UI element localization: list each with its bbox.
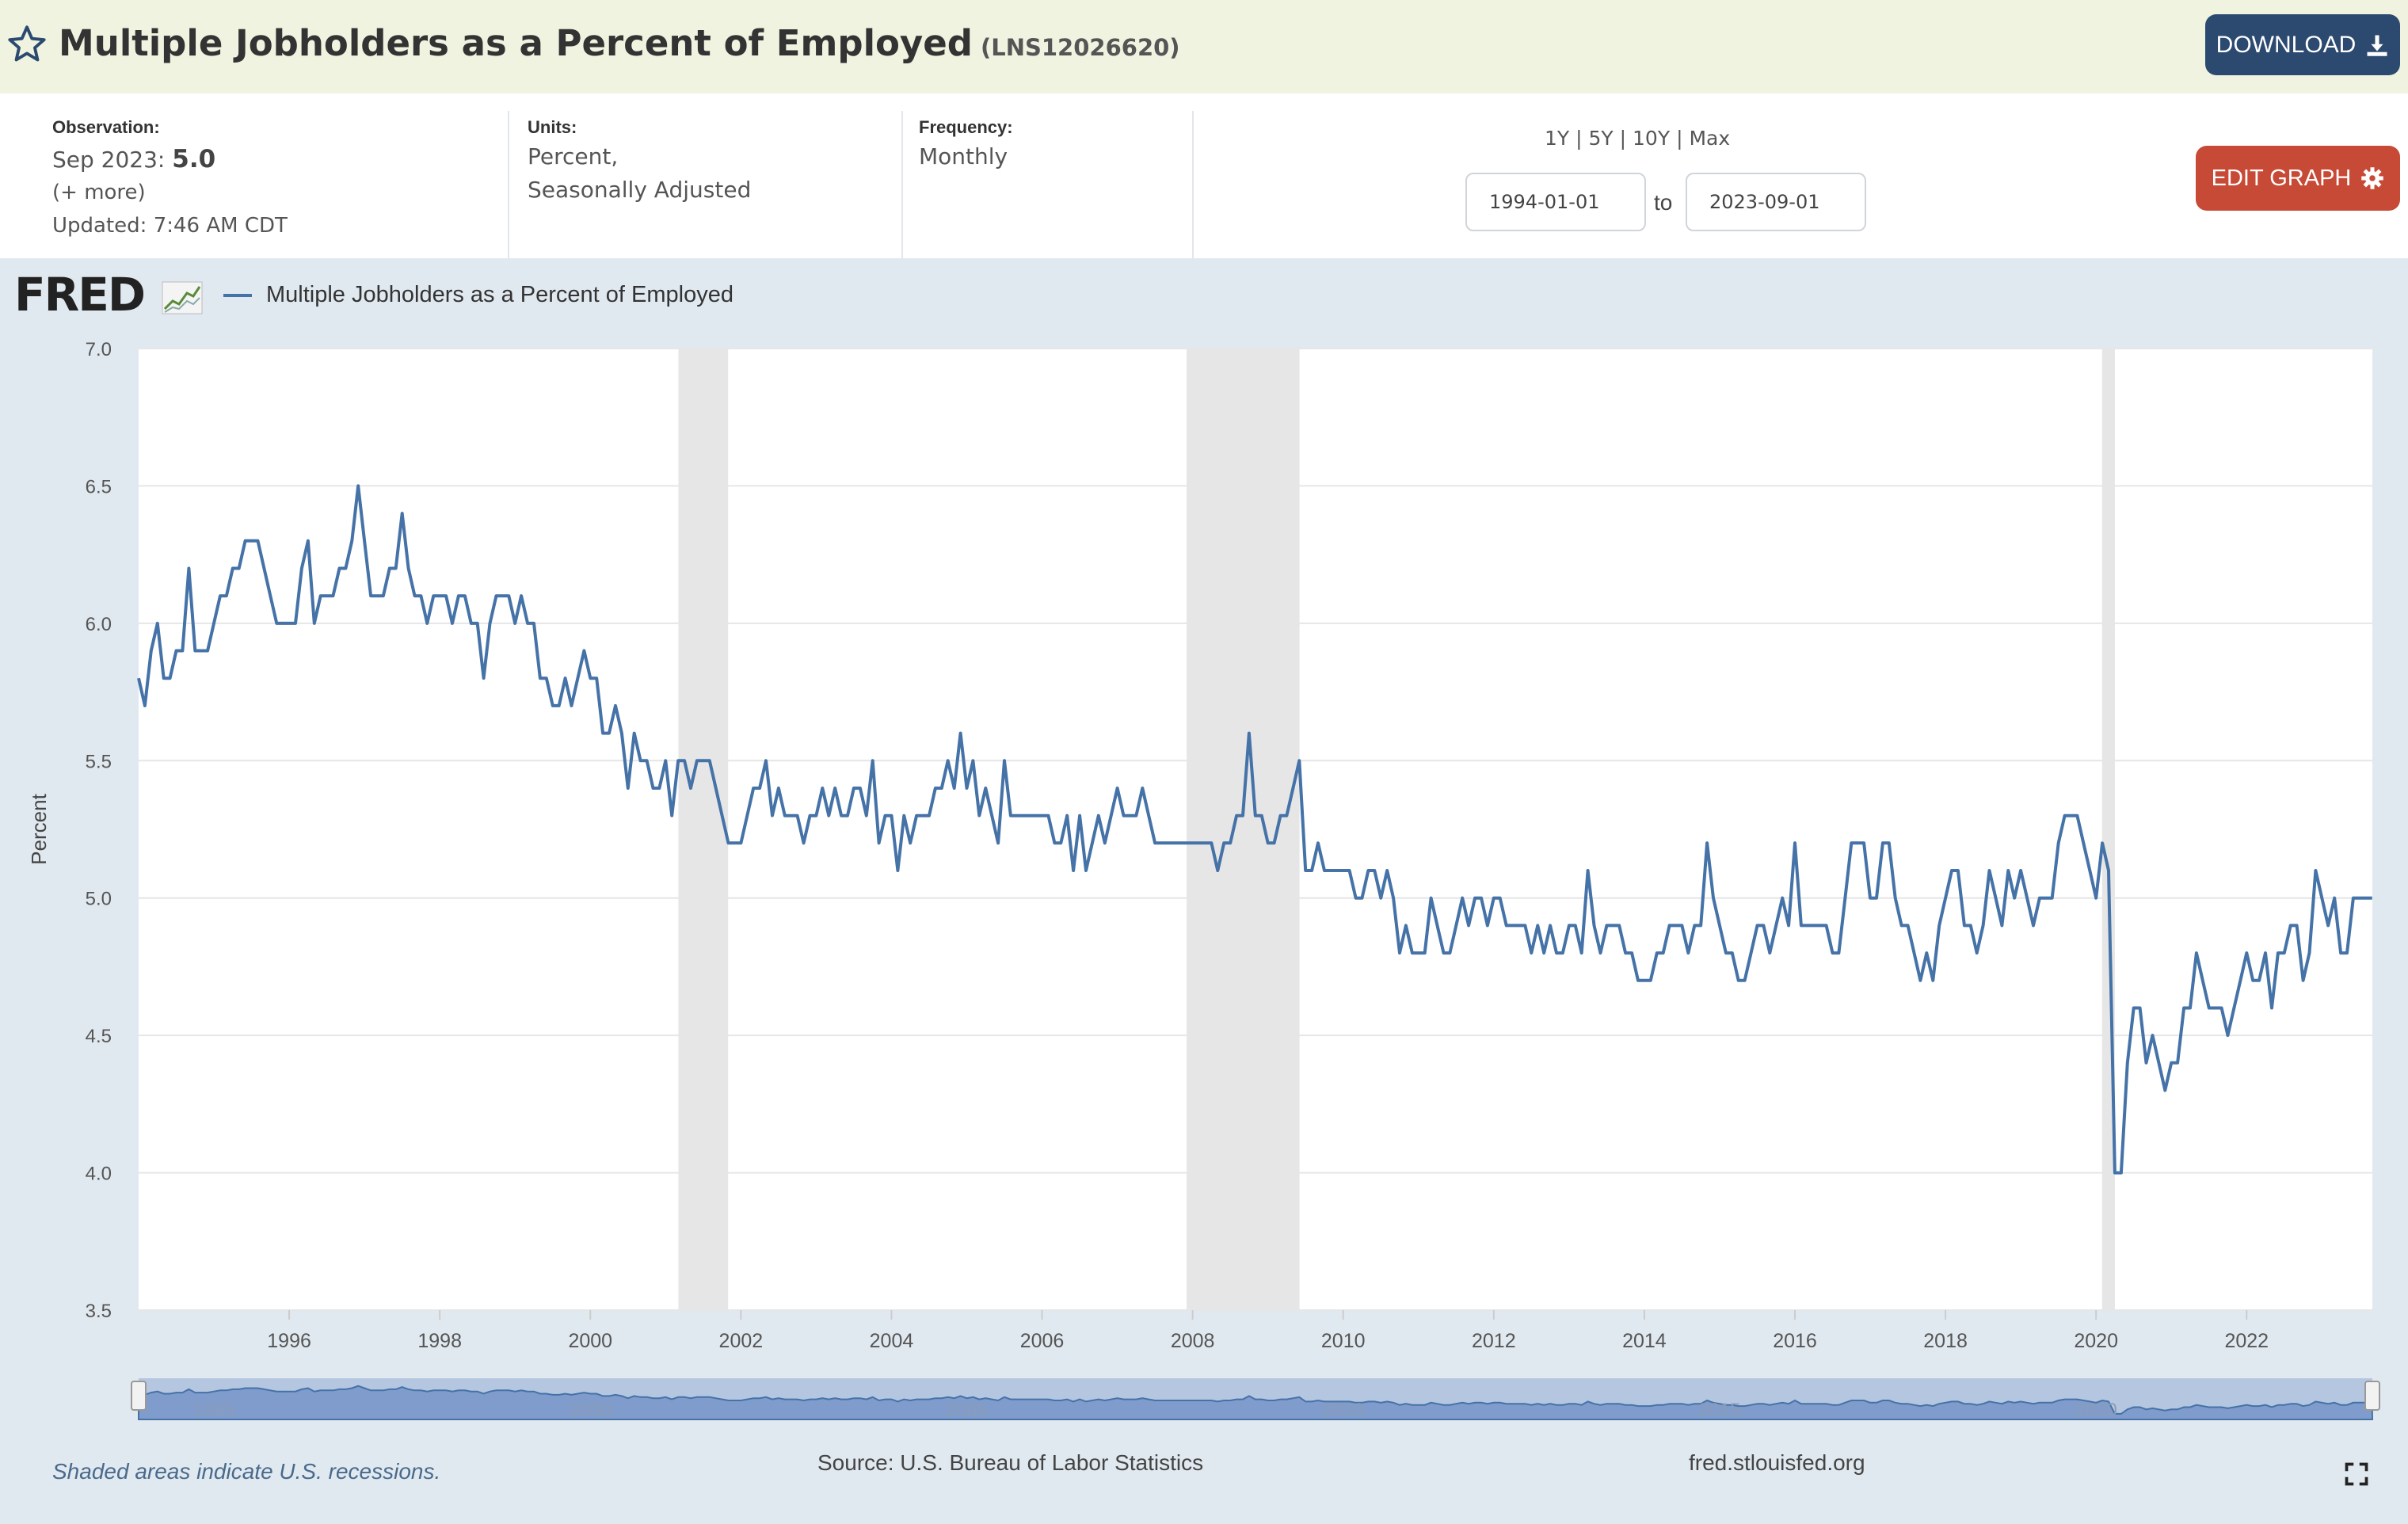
observation-value: 5.0: [172, 145, 216, 173]
navigator-year-label: 2020: [2075, 1400, 2117, 1421]
navigator-handle[interactable]: [131, 1381, 147, 1411]
frequency-value: Monthly: [919, 143, 1008, 170]
x-tick-label: 2000: [568, 1330, 612, 1352]
download-icon: [2367, 35, 2387, 56]
x-tick-label: 2014: [1622, 1330, 1667, 1352]
meta-divider: [901, 111, 903, 258]
chart-legend: Multiple Jobholders as a Percent of Empl…: [223, 282, 733, 308]
range-1y-link[interactable]: 1Y: [1545, 127, 1570, 150]
y-tick-label: 5.5: [86, 751, 112, 772]
x-tick-label: 2002: [719, 1330, 764, 1352]
navigator-year-label: 2005: [946, 1400, 988, 1421]
gear-icon: [2361, 167, 2384, 189]
units-value-line1: Percent,: [528, 143, 619, 170]
navigator-year-label: 1995: [192, 1400, 234, 1421]
chart-logo-icon: [162, 281, 203, 314]
range-5y-link[interactable]: 5Y: [1588, 127, 1614, 150]
x-tick-label: 2016: [1773, 1330, 1817, 1352]
series-id: (LNS12026620): [980, 34, 1180, 61]
x-tick-label: 2006: [1020, 1330, 1065, 1352]
x-tick-label: 2018: [1923, 1330, 1968, 1352]
range-max-link[interactable]: Max: [1689, 127, 1731, 150]
meta-divider: [508, 111, 509, 258]
observation-label: Observation:: [52, 117, 160, 137]
x-tick-label: 2008: [1171, 1330, 1215, 1352]
x-tick-label: 2012: [1472, 1330, 1516, 1352]
download-label: DOWNLOAD: [2216, 31, 2357, 58]
series-title: Multiple Jobholders as a Percent of Empl…: [59, 22, 973, 64]
x-tick-label: 1998: [417, 1330, 462, 1352]
units-label: Units:: [528, 117, 577, 137]
x-tick-label: 2022: [2224, 1330, 2269, 1352]
star-icon[interactable]: [6, 24, 48, 65]
fred-logo[interactable]: FRED: [14, 268, 203, 322]
edit-graph-label: EDIT GRAPH: [2211, 165, 2352, 191]
x-tick-label: 1996: [267, 1330, 311, 1352]
series-meta-panel: Observation: Sep 2023: 5.0 (+ more) Upda…: [0, 93, 2408, 258]
y-axis-label: Percent: [27, 793, 51, 864]
date-range-shortcuts: 1Y | 5Y | 10Y | Max: [1545, 127, 1731, 150]
fullscreen-icon[interactable]: [2345, 1462, 2368, 1486]
header-bar: Multiple Jobholders as a Percent of Empl…: [0, 0, 2408, 93]
recession-note: Shaded areas indicate U.S. recessions.: [52, 1459, 441, 1484]
updated-time: Updated: 7:46 AM CDT: [52, 214, 288, 238]
recession-band: [678, 349, 729, 1310]
y-tick-label: 6.5: [86, 476, 112, 497]
download-button[interactable]: DOWNLOAD: [2205, 14, 2400, 75]
frequency-label: Frequency:: [919, 117, 1013, 137]
to-label: to: [1654, 190, 1673, 215]
source-link[interactable]: Source: U.S. Bureau of Labor Statistics: [817, 1450, 1204, 1475]
observation-date: Sep 2023:: [52, 147, 166, 173]
x-tick-label: 2004: [870, 1330, 914, 1352]
line-chart: 3.5 4.0 4.5 5.0 5.5 6.0 6.5 7.0 1996 1998 2000 2002…: [27, 339, 2380, 1421]
more-link[interactable]: (+ more): [52, 181, 146, 204]
page-title: Multiple Jobholders as a Percent of Empl…: [59, 22, 1180, 64]
navigator-series: [138, 1385, 2374, 1420]
range-10y-link[interactable]: 10Y: [1633, 127, 1671, 150]
legend-swatch: [223, 293, 252, 297]
x-tick-label: 2020: [2074, 1330, 2118, 1352]
navigator-year-label: 2010: [1322, 1400, 1364, 1421]
meta-divider: [1192, 111, 1194, 258]
recession-band: [2101, 349, 2115, 1310]
units-value-line2: Seasonally Adjusted: [528, 177, 752, 203]
fred-logo-text: FRED: [14, 268, 146, 322]
fred-url[interactable]: fred.stlouisfed.org: [1689, 1450, 1865, 1475]
start-date-input[interactable]: [1465, 173, 1646, 231]
y-tick-label: 3.5: [86, 1301, 112, 1322]
y-tick-label: 4.0: [86, 1164, 112, 1185]
legend-label: Multiple Jobholders as a Percent of Empl…: [266, 282, 733, 307]
recession-band: [1187, 349, 1300, 1310]
y-tick-label: 4.5: [86, 1026, 112, 1047]
y-tick-label: 6.0: [86, 614, 112, 635]
x-tick-label: 2010: [1321, 1330, 1366, 1352]
y-tick-label: 5.0: [86, 889, 112, 910]
end-date-input[interactable]: [1686, 173, 1866, 231]
edit-graph-button[interactable]: EDIT GRAPH: [2196, 146, 2400, 211]
navigator-year-label: 2000: [570, 1400, 612, 1421]
navigator-handle[interactable]: [2364, 1381, 2380, 1411]
navigator-year-label: 2015: [1698, 1400, 1740, 1421]
series-line: [137, 484, 2372, 1175]
y-tick-label: 7.0: [86, 339, 112, 360]
observation-line: Sep 2023: 5.0: [52, 143, 215, 177]
